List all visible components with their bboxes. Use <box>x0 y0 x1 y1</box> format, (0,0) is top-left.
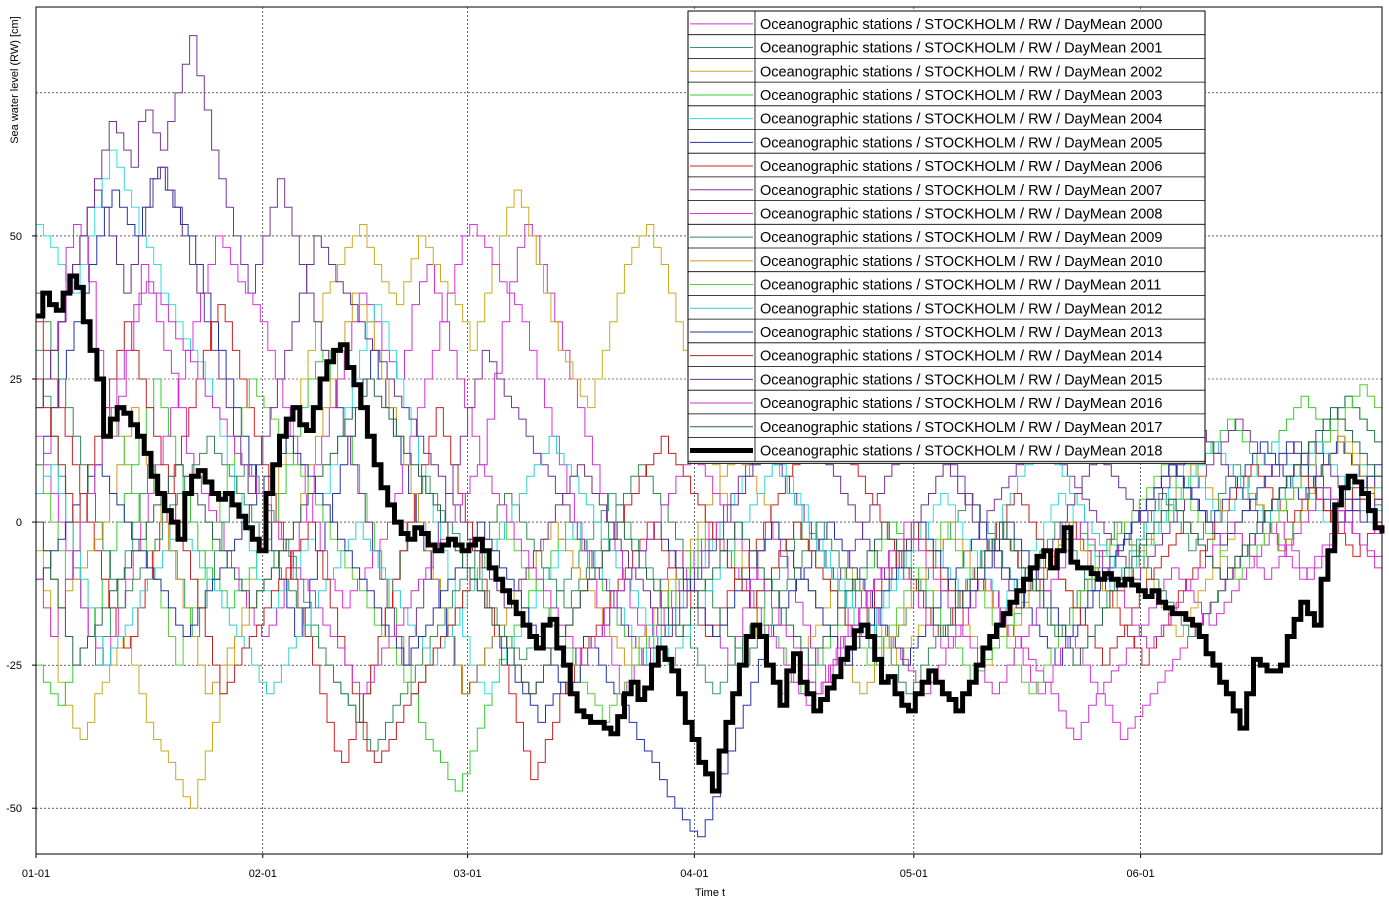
series-line <box>36 166 1383 637</box>
legend-label: Oceanographic stations / STOCKHOLM / RW … <box>760 278 1161 294</box>
legend-label: Oceanographic stations / STOCKHOLM / RW … <box>760 88 1162 104</box>
x-tick-label: 05-01 <box>900 868 928 880</box>
series-line <box>36 273 1385 794</box>
legend-label: Oceanographic stations / STOCKHOLM / RW … <box>760 443 1162 459</box>
legend-label: Oceanographic stations / STOCKHOLM / RW … <box>760 41 1162 57</box>
x-tick-label: 04-01 <box>680 868 708 880</box>
legend-label: Oceanographic stations / STOCKHOLM / RW … <box>760 301 1162 317</box>
y-tick-label: -50 <box>6 803 22 815</box>
plot-frame <box>35 6 1383 855</box>
legend-label: Oceanographic stations / STOCKHOLM / RW … <box>760 372 1162 388</box>
legend-label: Oceanographic stations / STOCKHOLM / RW … <box>760 17 1162 33</box>
x-tick-label: 06-01 <box>1127 868 1155 880</box>
legend-label: Oceanographic stations / STOCKHOLM / RW … <box>760 206 1162 222</box>
legend-label: Oceanographic stations / STOCKHOLM / RW … <box>760 64 1162 80</box>
legend-label: Oceanographic stations / STOCKHOLM / RW … <box>760 396 1162 412</box>
legend-label: Oceanographic stations / STOCKHOLM / RW … <box>760 159 1162 175</box>
legend-label: Oceanographic stations / STOCKHOLM / RW … <box>760 135 1162 151</box>
legend-label: Oceanographic stations / STOCKHOLM / RW … <box>760 183 1162 199</box>
legend-label: Oceanographic stations / STOCKHOLM / RW … <box>760 254 1162 270</box>
series-line <box>36 378 1383 695</box>
legend-label: Oceanographic stations / STOCKHOLM / RW … <box>760 325 1162 341</box>
x-tick-label: 01-01 <box>22 868 50 880</box>
series-line <box>36 321 1383 763</box>
legend-label: Oceanographic stations / STOCKHOLM / RW … <box>760 230 1162 246</box>
tick-layer: -50 -25 0 25 50 01-01 02-01 03-01 04-01 05-01 06-0… <box>6 231 1155 880</box>
legend-box <box>687 10 1206 464</box>
series-line <box>36 435 1383 695</box>
y-axis-label: Sea water level (RW) [cm] <box>9 16 21 144</box>
x-tick-label: 03-01 <box>454 868 482 880</box>
x-tick-label: 02-01 <box>249 868 277 880</box>
y-tick-label: 50 <box>10 231 22 243</box>
legend-label: Oceanographic stations / STOCKHOLM / RW … <box>760 420 1162 436</box>
y-tick-label: 25 <box>10 374 22 386</box>
legend-label: Oceanographic stations / STOCKHOLM / RW … <box>760 349 1162 365</box>
x-axis-label: Time t <box>695 887 725 899</box>
y-tick-label: 0 <box>16 517 22 529</box>
y-tick-label: -25 <box>6 660 22 672</box>
series-layer <box>36 35 1385 838</box>
legend: Oceanographic stations / STOCKHOLM / RW … <box>687 10 1206 464</box>
legend-label: Oceanographic stations / STOCKHOLM / RW … <box>760 112 1162 128</box>
